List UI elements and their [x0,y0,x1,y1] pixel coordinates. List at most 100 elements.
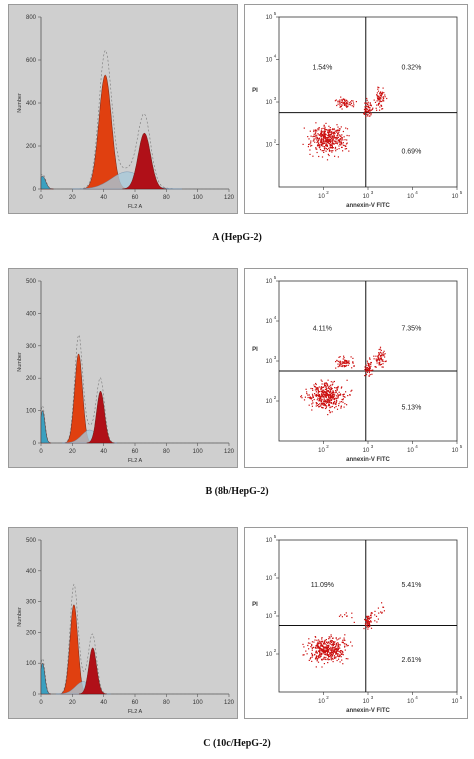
event-dot [369,621,371,623]
event-dot [378,359,380,361]
event-dot [384,94,386,96]
event-dot [347,364,349,366]
event-dot [318,406,320,408]
event-dot [330,391,332,393]
event-dot [339,106,342,108]
event-dot [332,390,334,392]
event-dot [333,401,336,403]
event-dot [366,115,369,117]
event-dot [329,654,332,657]
event-dot [341,101,343,103]
event-dot [319,642,321,644]
y-axis-label: Number [17,93,23,113]
event-dot [328,397,330,399]
event-dot [339,138,341,141]
y-tick-label: 400 [26,311,37,317]
event-dot [345,361,347,363]
event-dot [335,657,337,659]
event-dot [383,350,385,352]
event-dot [321,404,323,406]
event-dot [323,646,325,648]
event-dot [324,646,326,648]
event-dot [320,641,322,643]
event-dot [333,134,335,137]
event-dot [332,654,334,656]
event-dot [314,135,316,138]
event-dot [335,642,338,644]
event-dot [331,405,334,408]
event-dot [338,638,340,640]
event-dot [326,652,328,655]
event-dot [322,394,324,397]
event-dot [313,384,315,386]
event-dot [340,141,342,143]
event-dot [364,375,366,377]
event-dot [319,648,321,650]
event-dot [325,396,327,398]
event-dot [364,110,366,112]
event-dot [379,357,381,359]
event-dot [337,156,339,158]
event-dot [346,404,348,406]
event-dot [323,651,325,653]
event-dot [316,145,319,147]
y-tick-label: 200 [26,144,37,150]
event-dot [340,362,342,364]
event-dot [380,91,382,93]
event-dot [335,645,337,647]
event-dot [338,646,340,648]
event-dot [319,149,322,151]
event-dot [368,618,370,620]
event-dot [320,136,322,138]
event-dot [315,136,317,138]
event-dot [302,643,304,645]
event-dot [319,139,321,141]
event-dot [370,613,372,615]
event-dot [368,370,370,372]
event-dot [366,369,368,371]
event-dot [304,396,306,398]
event-dot [317,390,319,392]
event-dot [369,110,371,112]
event-dot [305,650,307,652]
event-dot [308,394,310,396]
event-dot [323,135,326,137]
event-dot [337,136,339,138]
event-dot [319,651,321,653]
event-dot [313,129,315,131]
y-tick-label: 400 [26,101,37,107]
event-dot [311,660,313,662]
event-dot [325,147,328,150]
event-dot [345,103,348,105]
event-dot [332,641,335,643]
event-dot [376,359,378,361]
event-dot [331,397,334,399]
event-dot [365,105,367,107]
event-dot [335,150,337,152]
event-dot [376,96,378,98]
event-dot [316,399,318,401]
event-dot [379,106,381,108]
event-dot [324,146,326,148]
event-dot [310,657,312,659]
event-dot [318,146,320,148]
event-dot [339,661,341,663]
event-dot [366,113,368,115]
event-dot [315,656,318,658]
event-dot [345,364,347,366]
event-dot [333,657,336,659]
event-dot [335,402,337,404]
event-dot [327,395,329,397]
cell-population [300,346,387,416]
event-dot [350,641,352,643]
event-dot [350,356,352,358]
event-dot [330,398,332,400]
event-dot [321,390,323,392]
event-dot [370,627,373,629]
event-dot [310,140,312,142]
event-dot [364,111,366,113]
event-dot [329,640,332,642]
event-dot [338,658,340,660]
event-dot [319,655,321,657]
event-dot [333,131,335,134]
